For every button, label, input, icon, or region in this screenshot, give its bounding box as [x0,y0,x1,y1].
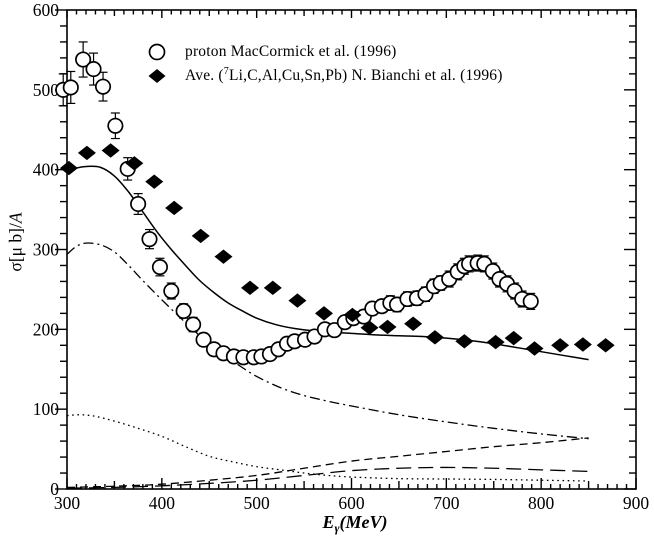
y-tick-label: 400 [33,160,60,180]
x-axis-units: (MeV) [339,512,388,532]
data-point-filled-diamond [101,143,120,158]
data-point-filled-diamond [551,338,570,353]
data-point-open-circle [141,231,158,248]
data-point-filled-diamond [288,293,307,308]
y-tick-label: 500 [33,80,60,100]
x-axis-title: Eγ(MeV) [280,512,430,536]
data-point-open-circle [107,117,124,134]
data-point-open-circle [62,79,79,96]
data-point-filled-diamond [214,249,233,264]
y-axis-symbol: σ[μ b]/ [5,223,26,272]
nuclei-data-points [59,143,615,356]
y-tick-label: 300 [33,240,60,260]
data-point-filled-diamond [125,156,144,171]
data-point-open-circle [75,51,92,68]
x-axis-symbol: E [322,512,335,532]
data-point-filled-diamond [343,307,362,323]
data-point-open-circle [130,195,147,213]
curve-dotted [66,414,589,482]
data-point-open-circle [85,61,102,78]
y-axis-title: σ[μ b]/A [6,212,27,271]
curve-dashed [66,437,589,489]
data-point-filled-diamond [59,160,78,176]
legend-item-proton-label: proton MacCormick et al. (1996) [185,43,397,60]
x-tick-label: 400 [149,493,176,513]
x-tick-label: 300 [54,493,81,513]
data-point-filled-diamond [360,320,379,335]
data-point-open-circle [94,78,112,95]
data-point-filled-diamond [596,338,615,353]
data-point-filled-diamond [425,330,444,345]
legend-nuclei-rest: Li,C,Al,Cu,Sn,Pb) N. Bianchi et al. (199… [229,67,503,84]
data-point-open-circle [151,259,168,276]
data-point-filled-diamond [404,316,423,331]
data-point-open-circle [185,316,202,333]
x-axis-subscript: γ [334,521,340,535]
x-tick-label: 700 [433,493,460,513]
legend-nuclei-prefix: Ave. ( [185,67,224,84]
legend-filled-diamond-marker [148,69,166,83]
legend-nuclei-superscript: 7 [223,65,229,77]
y-axis-mass-number: A [5,212,26,224]
x-tick-label: 900 [623,493,650,513]
data-point-filled-diamond [504,330,523,346]
data-point-filled-diamond [165,200,184,216]
data-point-filled-diamond [263,280,282,296]
data-point-filled-diamond [314,306,333,321]
data-point-filled-diamond [573,337,592,352]
legend-item-nuclei-label: Ave. (7Li,C,Al,Cu,Sn,Pb) N. Bianchi et a… [185,65,503,85]
data-point-filled-diamond [378,319,397,335]
data-point-filled-diamond [145,174,164,189]
curve-long-dashed [66,466,589,489]
proton-data-points [55,51,539,366]
y-tick-label: 0 [50,479,59,499]
x-tick-label: 600 [338,493,365,513]
data-point-open-circle [195,331,212,348]
data-point-filled-diamond [241,280,260,296]
data-point-filled-diamond [525,341,544,356]
legend-open-circle-marker [148,43,166,61]
data-point-filled-diamond [77,145,96,161]
data-point-open-circle [326,322,343,339]
data-point-filled-diamond [455,334,474,349]
x-tick-label: 800 [528,493,555,513]
y-tick-label: 200 [33,319,60,339]
y-tick-label: 600 [33,0,60,20]
x-tick-label: 500 [244,493,271,513]
data-point-filled-diamond [486,334,505,350]
tick-labels: 300 400 500 600 700 800 900 0 100 200 300 400 500 600 [33,0,650,513]
data-point-open-circle [175,302,192,320]
data-point-open-circle [522,293,539,310]
y-tick-label: 100 [33,399,60,419]
data-point-filled-diamond [191,228,210,244]
axis-ticks [55,9,637,490]
legend-markers [148,43,166,83]
data-point-open-circle [163,282,180,300]
